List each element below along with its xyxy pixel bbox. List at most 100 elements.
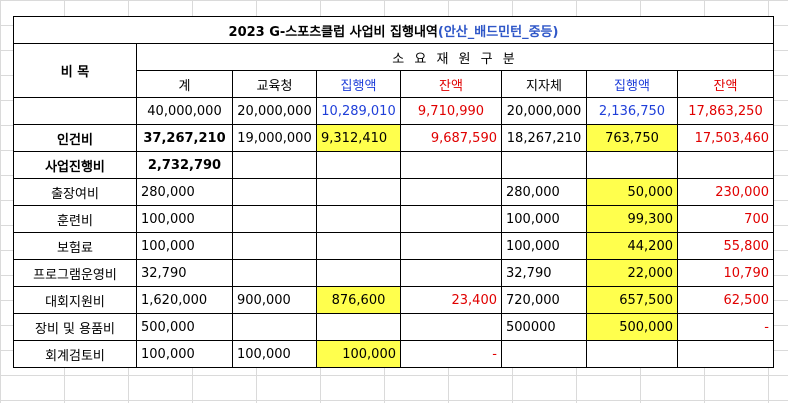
cell[interactable]: 100,000	[136, 205, 233, 233]
cell[interactable]: 500000	[501, 313, 587, 341]
table-row: 프로그램운영비 32,790 32,790 22,000 10,790	[13, 259, 774, 287]
budget-row-label[interactable]	[13, 97, 137, 125]
row-label[interactable]: 대회지원비	[13, 286, 137, 314]
cell[interactable]: 55,800	[677, 232, 774, 260]
cell[interactable]: 2,732,790	[136, 151, 233, 179]
cell[interactable]: 230,000	[677, 178, 774, 206]
row-label[interactable]: 회계검토비	[13, 340, 137, 368]
budget-row: 40,000,000 20,000,000 10,289,010 9,710,9…	[13, 97, 774, 125]
cell[interactable]	[232, 178, 317, 206]
cell[interactable]: -	[677, 313, 774, 341]
cell[interactable]	[400, 259, 502, 287]
col-header-balance-edu[interactable]: 잔액	[400, 70, 502, 98]
table-row: 출장여비 280,000 280,000 50,000 230,000	[13, 178, 774, 206]
cell[interactable]	[232, 259, 317, 287]
cell[interactable]: 657,500	[586, 286, 678, 314]
cell[interactable]: 100,000	[136, 340, 233, 368]
cell[interactable]	[586, 340, 678, 368]
cell[interactable]: -	[400, 340, 502, 368]
cell[interactable]: 763,750	[586, 124, 678, 152]
row-label[interactable]: 훈련비	[13, 205, 137, 233]
col-header-balance-local[interactable]: 잔액	[677, 70, 774, 98]
cell[interactable]	[316, 151, 401, 179]
cell[interactable]	[316, 205, 401, 233]
cell[interactable]: 100,000	[232, 340, 317, 368]
cell[interactable]: 500,000	[586, 313, 678, 341]
cell[interactable]: 18,267,210	[501, 124, 587, 152]
cell[interactable]: 32,790	[136, 259, 233, 287]
cell[interactable]: 23,400	[400, 286, 502, 314]
cell[interactable]: 9,312,410	[316, 124, 401, 152]
cell[interactable]: 720,000	[501, 286, 587, 314]
cell[interactable]	[501, 340, 587, 368]
row-label[interactable]: 장비 및 용품비	[13, 313, 137, 341]
cell[interactable]: 9,710,990	[400, 97, 502, 125]
cell[interactable]	[232, 205, 317, 233]
cell[interactable]: 100,000	[501, 205, 587, 233]
cell[interactable]: 9,687,590	[400, 124, 502, 152]
cell[interactable]: 20,000,000	[232, 97, 317, 125]
table-row: 장비 및 용품비 500,000 500000 500,000 -	[13, 313, 774, 341]
cell[interactable]	[232, 313, 317, 341]
cell[interactable]: 20,000,000	[501, 97, 587, 125]
cell[interactable]: 100,000	[501, 232, 587, 260]
cell[interactable]	[400, 205, 502, 233]
cell[interactable]: 100,000	[316, 340, 401, 368]
cell[interactable]: 50,000	[586, 178, 678, 206]
cell[interactable]: 500,000	[136, 313, 233, 341]
cell[interactable]: 44,200	[586, 232, 678, 260]
cell[interactable]	[400, 178, 502, 206]
cell[interactable]: 876,600	[316, 286, 401, 314]
col-header-total[interactable]: 계	[136, 70, 233, 98]
cell[interactable]: 280,000	[501, 178, 587, 206]
cell[interactable]: 2,136,750	[586, 97, 678, 125]
cell[interactable]: 32,790	[501, 259, 587, 287]
cell[interactable]	[316, 232, 401, 260]
cell[interactable]	[677, 151, 774, 179]
cell[interactable]: 900,000	[232, 286, 317, 314]
cell[interactable]	[232, 232, 317, 260]
cell[interactable]	[232, 151, 317, 179]
table-row: 대회지원비 1,620,000 900,000 876,600 23,400 7…	[13, 286, 774, 314]
sheet-subtitle: (안산_배드민턴_중등)	[437, 24, 559, 40]
item-header[interactable]: 비 목	[13, 43, 137, 98]
row-label[interactable]: 인건비	[13, 124, 137, 152]
sheet-title: 2023 G-스포츠클럽 사업비 집행내역	[228, 24, 438, 40]
row-label[interactable]: 보험료	[13, 232, 137, 260]
cell[interactable]: 62,500	[677, 286, 774, 314]
cell[interactable]	[586, 151, 678, 179]
cell[interactable]: 700	[677, 205, 774, 233]
row-label[interactable]: 프로그램운영비	[13, 259, 137, 287]
cell[interactable]	[316, 313, 401, 341]
table-row: 훈련비 100,000 100,000 99,300 700	[13, 205, 774, 233]
cell[interactable]: 1,620,000	[136, 286, 233, 314]
cell[interactable]	[400, 151, 502, 179]
row-label[interactable]: 출장여비	[13, 178, 137, 206]
sheet-title-cell[interactable]: 2023 G-스포츠클럽 사업비 집행내역(안산_배드민턴_중등)	[13, 16, 774, 44]
row-label[interactable]: 사업진행비	[13, 151, 137, 179]
cell[interactable]	[400, 232, 502, 260]
cell[interactable]: 10,790	[677, 259, 774, 287]
budget-execution-table: 2023 G-스포츠클럽 사업비 집행내역(안산_배드민턴_중등) 비 목 소 …	[13, 16, 774, 368]
cell[interactable]: 22,000	[586, 259, 678, 287]
table-row: 회계검토비 100,000 100,000 100,000 -	[13, 340, 774, 368]
cell[interactable]: 99,300	[586, 205, 678, 233]
cell[interactable]	[501, 151, 587, 179]
col-header-executed-local[interactable]: 집행액	[586, 70, 678, 98]
col-header-local-government[interactable]: 지자체	[501, 70, 587, 98]
cell[interactable]	[677, 340, 774, 368]
cell[interactable]: 17,863,250	[677, 97, 774, 125]
cell[interactable]	[316, 178, 401, 206]
cell[interactable]: 100,000	[136, 232, 233, 260]
col-header-education-office[interactable]: 교육청	[232, 70, 317, 98]
cell[interactable]	[316, 259, 401, 287]
cell[interactable]: 10,289,010	[316, 97, 401, 125]
col-header-executed-edu[interactable]: 집행액	[316, 70, 401, 98]
cell[interactable]: 40,000,000	[136, 97, 233, 125]
funding-source-header[interactable]: 소 요 재 원 구 분	[136, 43, 774, 71]
cell[interactable]: 280,000	[136, 178, 233, 206]
cell[interactable]	[400, 313, 502, 341]
cell[interactable]: 17,503,460	[677, 124, 774, 152]
cell[interactable]: 37,267,210	[136, 124, 233, 152]
cell[interactable]: 19,000,000	[232, 124, 317, 152]
